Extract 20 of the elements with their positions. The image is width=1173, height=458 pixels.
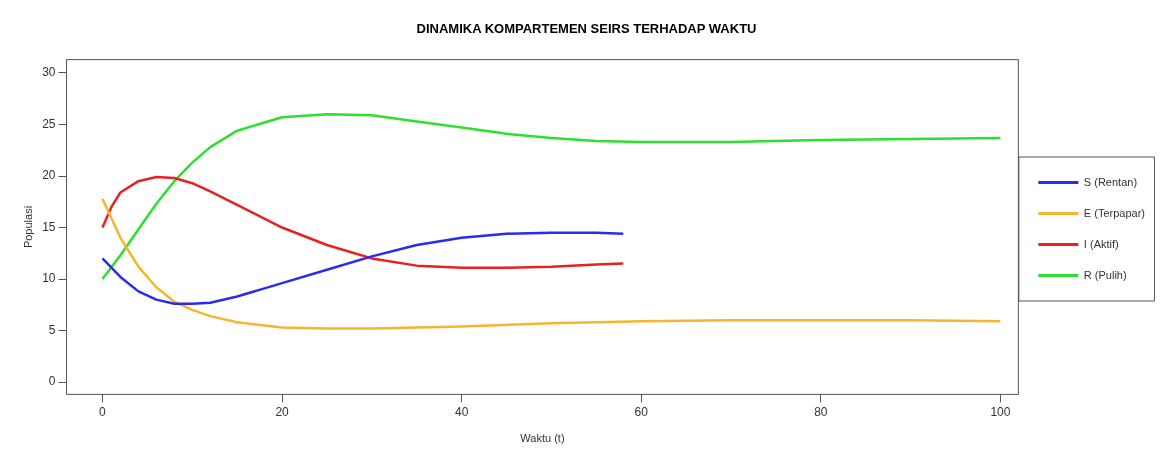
y-tick-label: 15 — [42, 219, 56, 234]
x-tick-label: 100 — [990, 404, 1011, 419]
y-tick-label: 25 — [42, 116, 56, 131]
legend-label: I (Aktif) — [1083, 237, 1119, 250]
x-tick-label: 0 — [99, 404, 107, 419]
chart-title: DINAMIKA KOMPARTEMEN SEIRS TERHADAP WAKTU — [416, 21, 757, 37]
x-axis-title: Waktu (t) — [520, 432, 565, 445]
legend-label: R (Pulih) — [1083, 268, 1127, 281]
y-tick-label: 20 — [42, 168, 56, 183]
y-axis-title: Populasi — [21, 205, 34, 249]
x-tick-label: 20 — [275, 404, 290, 419]
legend-label: E (Terpapar) — [1083, 206, 1146, 219]
x-tick-label: 80 — [814, 404, 828, 419]
y-tick-label: 10 — [42, 271, 56, 286]
legend-label: S (Rentan) — [1083, 175, 1138, 188]
y-tick-label: 30 — [42, 65, 56, 80]
x-tick-label: 40 — [454, 404, 469, 419]
y-tick-label: 5 — [48, 322, 56, 337]
y-tick-label: 0 — [48, 374, 56, 389]
x-tick-label: 60 — [634, 404, 649, 419]
